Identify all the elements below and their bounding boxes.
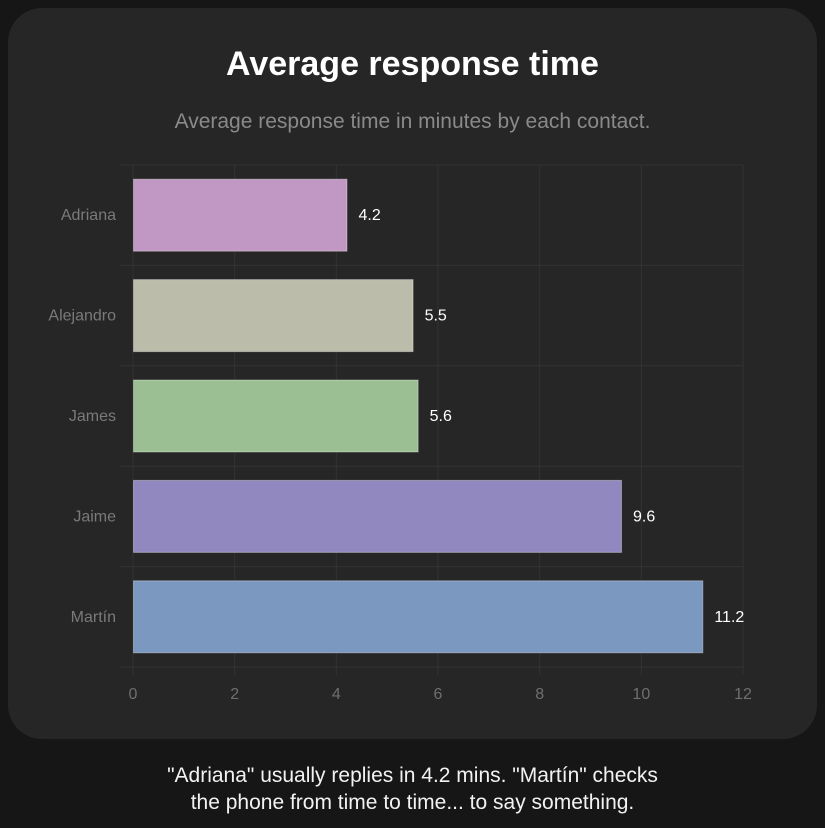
bar-1 [133, 279, 414, 353]
value-label-3: 9.6 [633, 508, 655, 525]
x-tick-label-5: 10 [632, 686, 650, 703]
x-tick-label-2: 4 [332, 686, 341, 703]
bar-0 [133, 178, 348, 252]
x-tick-label-4: 8 [535, 686, 544, 703]
value-label-1: 5.5 [425, 308, 447, 325]
x-tick-label-6: 12 [734, 686, 752, 703]
bar-4 [133, 580, 704, 654]
category-label-1: Alejandro [48, 308, 116, 325]
bar-3 [133, 479, 622, 553]
chart-subtitle: Average response time in minutes by each… [174, 110, 651, 133]
category-label-4: Martín [71, 609, 116, 626]
category-label-2: James [69, 408, 116, 425]
category-label-3: Jaime [73, 508, 116, 525]
chart-caption: "Adriana" usually replies in 4.2 mins. "… [0, 762, 825, 816]
bar-2 [133, 379, 419, 453]
value-label-2: 5.6 [430, 408, 452, 425]
x-tick-label-3: 6 [434, 686, 443, 703]
value-label-4: 11.2 [714, 609, 744, 626]
x-tick-label-1: 2 [230, 686, 239, 703]
x-tick-label-0: 0 [129, 686, 138, 703]
value-label-0: 4.2 [359, 207, 381, 224]
caption-line-1: "Adriana" usually replies in 4.2 mins. "… [167, 764, 658, 787]
caption-line-2: the phone from time to time... to say so… [190, 791, 635, 814]
chart-title: Average response time [226, 45, 599, 83]
category-label-0: Adriana [61, 207, 116, 224]
